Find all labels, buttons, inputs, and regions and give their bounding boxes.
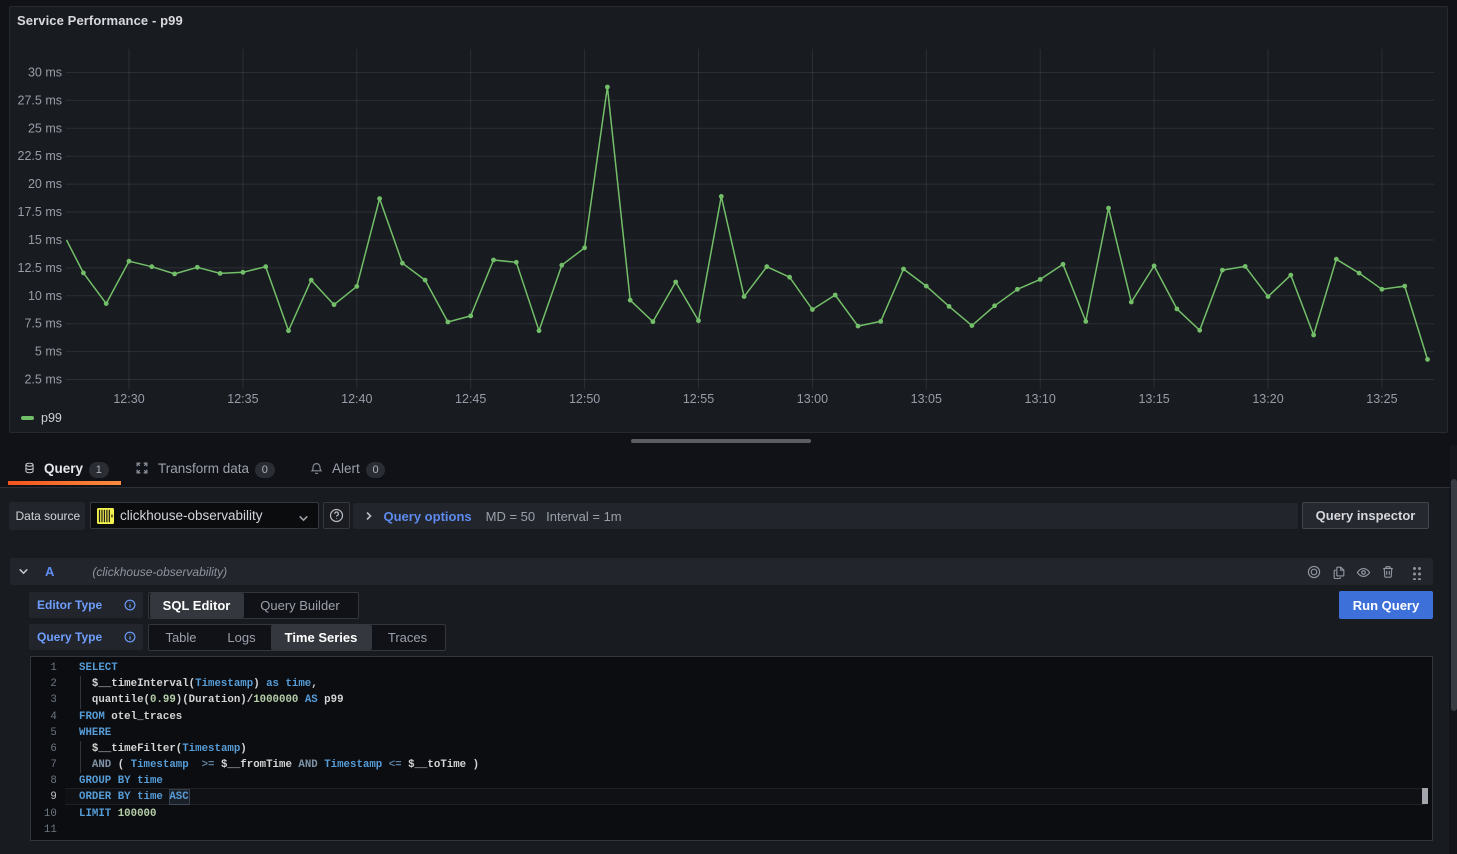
svg-text:17.5 ms: 17.5 ms <box>18 205 62 219</box>
svg-text:13:10: 13:10 <box>1025 392 1056 406</box>
svg-text:12:55: 12:55 <box>683 392 714 406</box>
svg-text:12:35: 12:35 <box>227 392 258 406</box>
svg-text:12:40: 12:40 <box>341 392 372 406</box>
svg-text:12:45: 12:45 <box>455 392 486 406</box>
svg-text:15 ms: 15 ms <box>28 233 62 247</box>
svg-text:10 ms: 10 ms <box>28 289 62 303</box>
svg-text:2.5 ms: 2.5 ms <box>24 373 62 387</box>
svg-text:20 ms: 20 ms <box>28 177 62 191</box>
svg-text:13:15: 13:15 <box>1138 392 1169 406</box>
svg-text:27.5 ms: 27.5 ms <box>18 93 62 107</box>
svg-text:13:00: 13:00 <box>797 392 828 406</box>
svg-text:13:25: 13:25 <box>1366 392 1397 406</box>
svg-text:25 ms: 25 ms <box>28 121 62 135</box>
svg-text:22.5 ms: 22.5 ms <box>18 149 62 163</box>
svg-text:12:30: 12:30 <box>113 392 144 406</box>
svg-text:5 ms: 5 ms <box>35 345 62 359</box>
svg-text:13:20: 13:20 <box>1252 392 1283 406</box>
svg-text:12.5 ms: 12.5 ms <box>18 261 62 275</box>
svg-text:13:05: 13:05 <box>911 392 942 406</box>
svg-text:12:50: 12:50 <box>569 392 600 406</box>
svg-text:30 ms: 30 ms <box>28 66 62 80</box>
svg-text:7.5 ms: 7.5 ms <box>24 317 62 331</box>
